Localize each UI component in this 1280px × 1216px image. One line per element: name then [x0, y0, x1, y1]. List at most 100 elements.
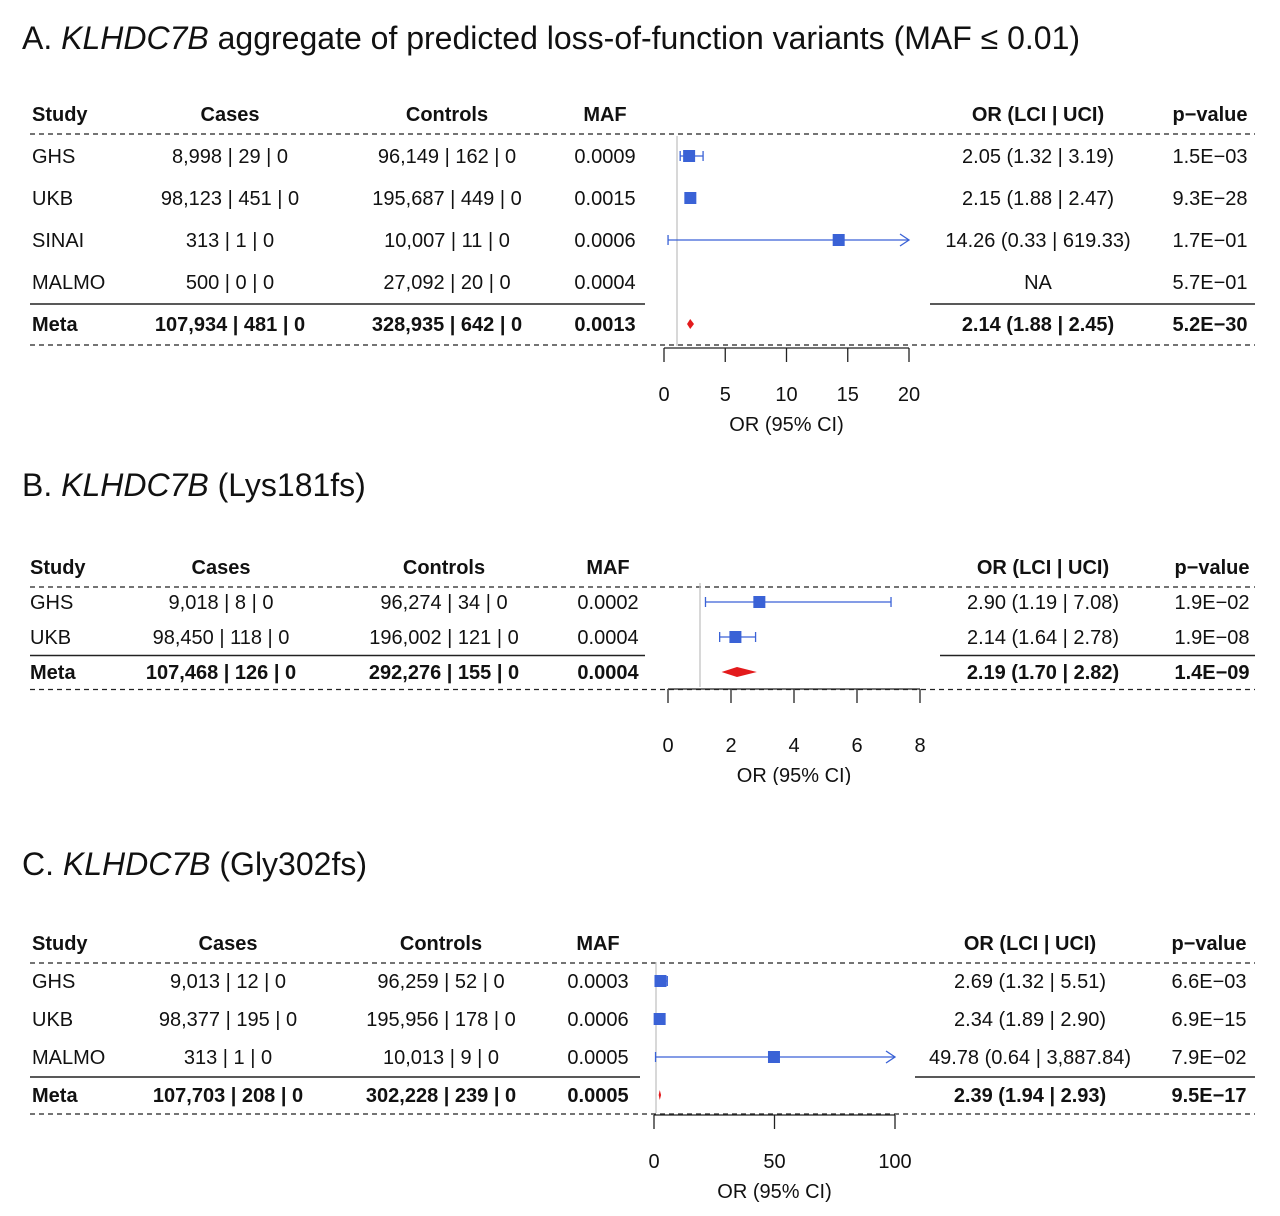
panel-a: A. KLHDC7B aggregate of predicted loss-o…: [0, 0, 1280, 450]
meta-maf: 0.0005: [567, 1085, 628, 1107]
x-tick-label: 0: [658, 384, 669, 406]
row-maf: 0.0009: [574, 146, 635, 168]
meta-controls: 302,228 | 239 | 0: [366, 1085, 516, 1107]
row-controls: 196,002 | 121 | 0: [369, 627, 518, 649]
meta-diamond: [687, 319, 695, 329]
header-or: OR (LCI | UCI): [977, 557, 1109, 579]
ci-arrow: [885, 1050, 897, 1064]
panel-c: C. KLHDC7B (Gly302fs) Study Cases Controls…: [0, 830, 1280, 1210]
x-tick-label: 20: [898, 384, 920, 406]
row-study: GHS: [32, 971, 75, 993]
point-estimate: [753, 596, 766, 608]
x-tick-label: 4: [788, 735, 799, 757]
row-pvalue: 1.9E−02: [1174, 592, 1249, 614]
x-tick-label: 15: [837, 384, 859, 406]
row-cases: 313 | 1 | 0: [184, 1047, 272, 1069]
row-study: UKB: [30, 627, 71, 649]
row-or: 2.05 (1.32 | 3.19): [962, 146, 1114, 168]
row-maf: 0.0003: [567, 971, 628, 993]
x-tick-label: 6: [851, 735, 862, 757]
forest-plot-a: Study Cases Controls MAF OR (LCI | UCI) p−val…: [30, 104, 1255, 436]
row-or: 2.14 (1.64 | 2.78): [967, 627, 1119, 649]
header-or: OR (LCI | UCI): [972, 104, 1104, 126]
header-cases: Cases: [201, 104, 260, 126]
point-estimate: [654, 975, 667, 987]
header-or: OR (LCI | UCI): [964, 933, 1096, 955]
header-study: Study: [30, 557, 86, 579]
row-cases: 98,450 | 118 | 0: [153, 627, 290, 649]
meta-pvalue: 9.5E−17: [1171, 1085, 1246, 1107]
header-maf: MAF: [576, 933, 619, 955]
panel-letter: B.: [22, 467, 53, 503]
header-pvalue: p−value: [1174, 557, 1249, 579]
x-tick-label: 100: [878, 1151, 911, 1173]
panel-title: A. KLHDC7B aggregate of predicted loss-o…: [22, 20, 1080, 57]
meta-controls: 328,935 | 642 | 0: [372, 314, 522, 336]
row-controls: 96,259 | 52 | 0: [377, 971, 504, 993]
row-study: MALMO: [32, 272, 105, 294]
panel-subtitle: aggregate of predicted loss-of-function …: [217, 20, 1081, 56]
x-tick-label: 50: [763, 1151, 785, 1173]
forest-plot-b: Study Cases Controls MAF OR (LCI | UCI) p−val…: [30, 557, 1255, 785]
header-study: Study: [32, 933, 88, 955]
row-study: GHS: [30, 592, 73, 614]
point-estimate: [683, 150, 696, 162]
meta-or: 2.19 (1.70 | 2.82): [967, 662, 1119, 684]
point-estimate: [684, 192, 697, 204]
panel-title: B. KLHDC7B (Lys181fs): [22, 467, 366, 504]
meta-maf: 0.0004: [577, 662, 639, 684]
row-study: GHS: [32, 146, 75, 168]
row-pvalue: 6.6E−03: [1171, 971, 1246, 993]
row-cases: 313 | 1 | 0: [186, 230, 274, 252]
x-axis-label: OR (95% CI): [737, 765, 851, 785]
row-cases: 8,998 | 29 | 0: [172, 146, 288, 168]
row-pvalue: 6.9E−15: [1171, 1009, 1246, 1031]
meta-diamond: [658, 1090, 662, 1100]
row-controls: 195,956 | 178 | 0: [366, 1009, 515, 1031]
header-pvalue: p−value: [1172, 104, 1247, 126]
row-pvalue: 7.9E−02: [1171, 1047, 1246, 1069]
meta-controls: 292,276 | 155 | 0: [369, 662, 519, 684]
header-cases: Cases: [192, 557, 251, 579]
panel-letter: A.: [22, 20, 53, 56]
row-or: 2.69 (1.32 | 5.51): [954, 971, 1106, 993]
x-tick-label: 0: [662, 735, 673, 757]
x-axis-label: OR (95% CI): [729, 414, 843, 436]
row-pvalue: 9.3E−28: [1172, 188, 1247, 210]
meta-pvalue: 1.4E−09: [1174, 662, 1249, 684]
forest-plot-c: Study Cases Controls MAF OR (LCI | UCI) p−val…: [30, 933, 1255, 1203]
meta-pvalue: 5.2E−30: [1172, 314, 1247, 336]
meta-diamond: [721, 667, 757, 677]
row-maf: 0.0002: [577, 592, 638, 614]
meta-study: Meta: [30, 662, 76, 684]
row-maf: 0.0004: [577, 627, 638, 649]
header-controls: Controls: [403, 557, 485, 579]
panel-b: B. KLHDC7B (Lys181fs) Study Cases Controls…: [0, 455, 1280, 785]
panel-subtitle: (Lys181fs): [217, 467, 366, 503]
gene-name: KLHDC7B: [61, 467, 209, 503]
meta-cases: 107,934 | 481 | 0: [155, 314, 305, 336]
point-estimate: [653, 1013, 666, 1025]
row-controls: 27,092 | 20 | 0: [383, 272, 510, 294]
meta-maf: 0.0013: [574, 314, 635, 336]
point-estimate: [729, 631, 742, 643]
row-or: 2.34 (1.89 | 2.90): [954, 1009, 1106, 1031]
row-study: SINAI: [32, 230, 84, 252]
row-pvalue: 1.5E−03: [1172, 146, 1247, 168]
row-pvalue: 5.7E−01: [1172, 272, 1247, 294]
ci-arrow: [899, 233, 911, 247]
row-controls: 96,149 | 162 | 0: [378, 146, 516, 168]
row-or: 2.15 (1.88 | 2.47): [962, 188, 1114, 210]
gene-name: KLHDC7B: [61, 20, 209, 56]
row-or: NA: [1024, 272, 1052, 294]
panel-subtitle: (Gly302fs): [219, 846, 367, 882]
meta-study: Meta: [32, 314, 78, 336]
row-or: 14.26 (0.33 | 619.33): [945, 230, 1130, 252]
row-study: MALMO: [32, 1047, 105, 1069]
row-maf: 0.0004: [574, 272, 635, 294]
x-tick-label: 10: [775, 384, 797, 406]
row-cases: 98,123 | 451 | 0: [161, 188, 299, 210]
panel-letter: C.: [22, 846, 54, 882]
row-study: UKB: [32, 1009, 73, 1031]
meta-cases: 107,468 | 126 | 0: [146, 662, 296, 684]
